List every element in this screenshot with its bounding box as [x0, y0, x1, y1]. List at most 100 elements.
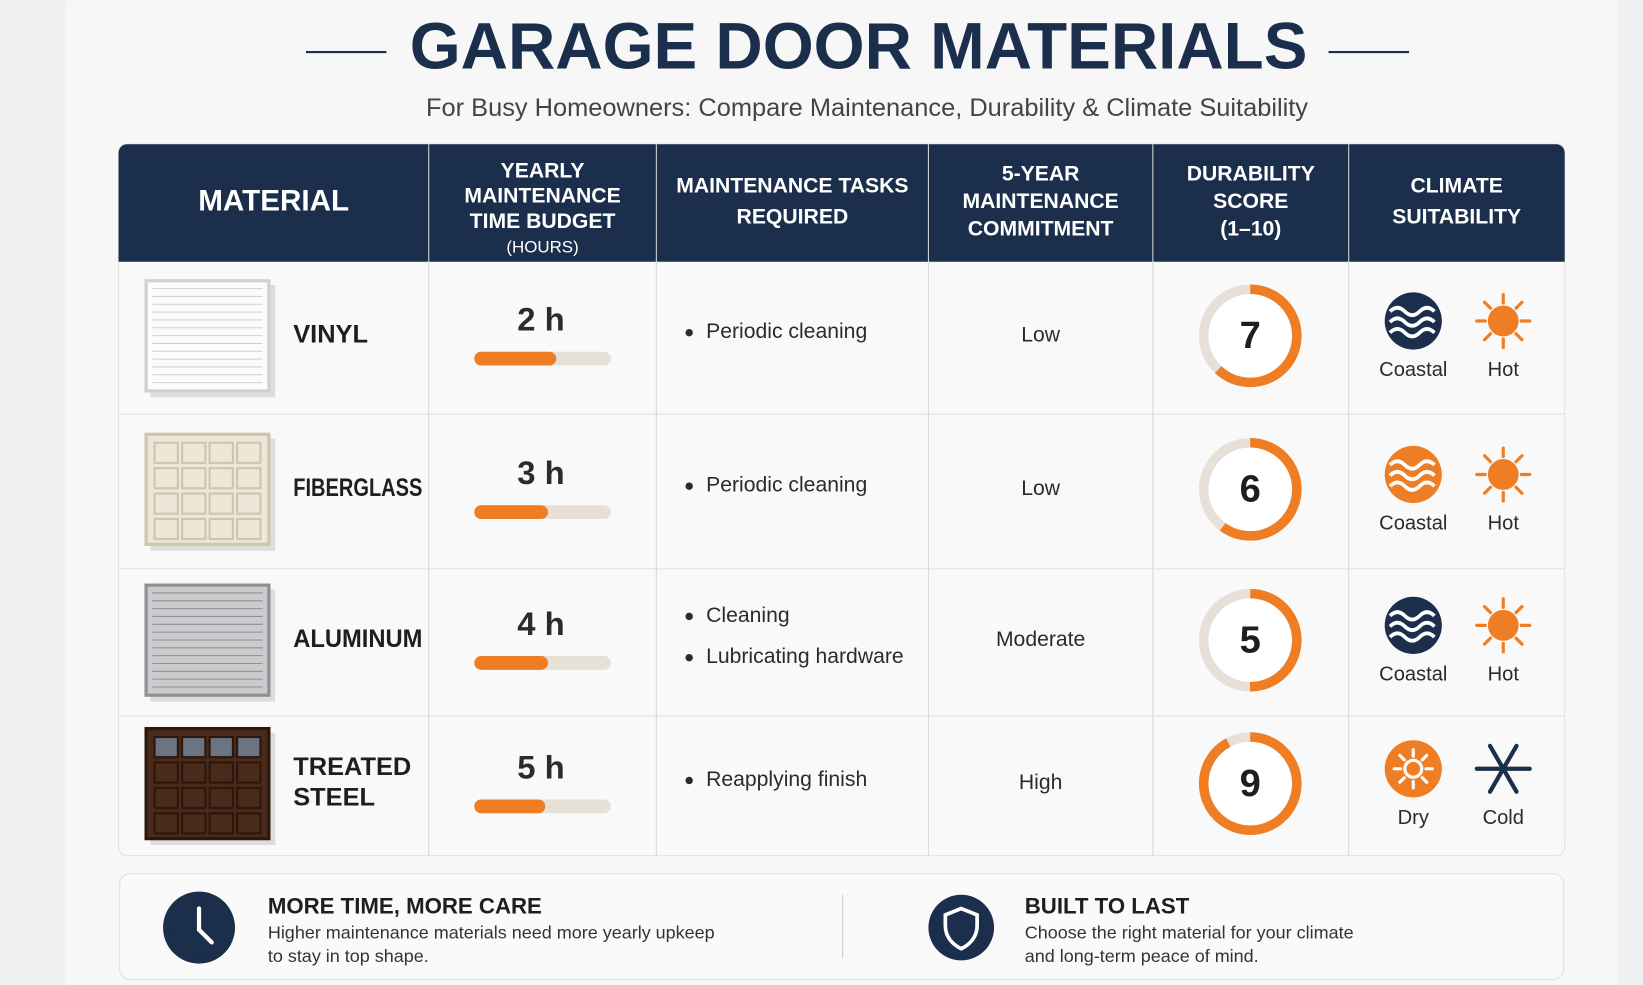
wave — [1388, 620, 1436, 632]
sun-core — [1487, 459, 1519, 490]
sun-core — [1487, 610, 1519, 641]
column-header: MATERIAL — [198, 184, 349, 217]
hours-bar-fill — [474, 351, 557, 366]
door-panel — [181, 467, 207, 490]
sun-ray — [1514, 454, 1524, 464]
hours-bar-fill — [474, 656, 549, 670]
snow-arm — [1487, 743, 1519, 794]
climate-label: Hot — [1488, 513, 1520, 535]
wave — [1388, 610, 1436, 622]
column-header: SUITABILITY — [1392, 205, 1521, 228]
climate-label: Dry — [1398, 807, 1430, 829]
bullet — [685, 328, 693, 337]
material-name: VINYL — [293, 321, 368, 349]
door-panel — [181, 492, 207, 515]
score-ring-arc — [1198, 437, 1302, 541]
task: Lubricating hardware — [706, 645, 904, 668]
door-panel — [153, 517, 179, 541]
bullet — [685, 776, 693, 785]
wave — [1388, 459, 1436, 471]
sun-ray — [1398, 753, 1406, 762]
subtitle: For Busy Homeowners: Compare Maintenance… — [426, 94, 1308, 122]
commitment: Low — [1021, 477, 1061, 500]
hours: 4 h — [517, 605, 564, 642]
wave — [1388, 327, 1436, 339]
column-header: CLIMATE — [1410, 175, 1502, 198]
hours-bar-fill — [474, 799, 546, 814]
sun-core — [1403, 758, 1424, 779]
footer-text: Choose the right material for your clima… — [1025, 923, 1354, 943]
sun-ray — [1420, 753, 1429, 762]
door-panel — [181, 441, 207, 464]
door-panel — [153, 735, 179, 759]
door-panel — [181, 786, 207, 810]
wave — [1388, 316, 1436, 328]
commitment: Moderate — [996, 628, 1085, 651]
sun-ray — [1482, 300, 1493, 310]
sun-ray — [1514, 332, 1524, 342]
sun-ray — [1514, 636, 1524, 646]
sun-ray — [1482, 485, 1493, 495]
climate-icon — [1475, 446, 1532, 503]
column-header: MAINTENANCE — [464, 185, 620, 208]
climate-icon — [1475, 292, 1532, 350]
footer-box — [119, 873, 1565, 981]
climate-label: Hot — [1488, 663, 1520, 685]
sun-ray — [1514, 300, 1524, 310]
hours: 2 h — [517, 301, 564, 338]
door-panel — [181, 735, 207, 759]
door-panel — [153, 786, 179, 810]
wave — [1388, 480, 1436, 492]
column-header: REQUIRED — [737, 205, 849, 228]
door-panel — [236, 467, 262, 490]
clock-face — [172, 900, 227, 955]
door-panel — [208, 786, 234, 810]
door-panel — [181, 812, 207, 835]
sun-ray — [1482, 605, 1493, 615]
sun-ray — [1482, 454, 1493, 464]
sun-core — [1487, 305, 1519, 337]
footer-text: and long-term peace of mind. — [1025, 946, 1259, 966]
door-panel — [181, 517, 207, 541]
door-panel — [208, 761, 234, 784]
column-header: COMMITMENT — [968, 218, 1114, 241]
climate-icon — [1384, 292, 1442, 350]
sun-ray — [1482, 332, 1493, 342]
hours: 3 h — [517, 454, 564, 491]
footer-icon — [928, 894, 995, 961]
sun-ray — [1482, 636, 1493, 646]
task: Reapplying finish — [706, 768, 867, 791]
material-name: ALUMINUM — [293, 625, 422, 653]
column-header: MAINTENANCE — [962, 190, 1118, 213]
climate-icon — [1384, 445, 1442, 504]
door-panel — [236, 735, 262, 759]
bullet — [685, 482, 693, 490]
footer-title: MORE TIME, MORE CARE — [268, 893, 542, 918]
sun-ray — [1514, 605, 1524, 615]
score-ring-arc — [1198, 732, 1302, 835]
column-header: 5-YEAR — [1002, 163, 1080, 186]
hours: 5 h — [517, 749, 564, 786]
material-name: FIBERGLASS — [293, 474, 422, 502]
table-header — [118, 144, 1565, 262]
column-header: YEARLY — [501, 159, 585, 182]
door-panel — [236, 786, 262, 810]
wave — [1388, 305, 1436, 318]
door-panel — [208, 517, 234, 541]
sun-ray — [1398, 776, 1406, 784]
climate-label: Cold — [1483, 807, 1524, 829]
hours-bar-fill — [474, 505, 549, 519]
title: GARAGE DOOR MATERIALS — [410, 9, 1308, 82]
door-panel — [208, 467, 234, 490]
footer-text: to stay in top shape. — [268, 946, 429, 966]
score: 5 — [1240, 619, 1261, 661]
column-header: (1–10) — [1220, 218, 1281, 241]
door-panel — [153, 812, 179, 835]
wave — [1388, 470, 1436, 482]
door-panel — [153, 467, 179, 490]
door-panel — [153, 441, 179, 464]
door-panel — [181, 761, 207, 784]
climate-icon — [1384, 596, 1442, 654]
door-panel — [208, 492, 234, 515]
door-panel — [208, 441, 234, 464]
